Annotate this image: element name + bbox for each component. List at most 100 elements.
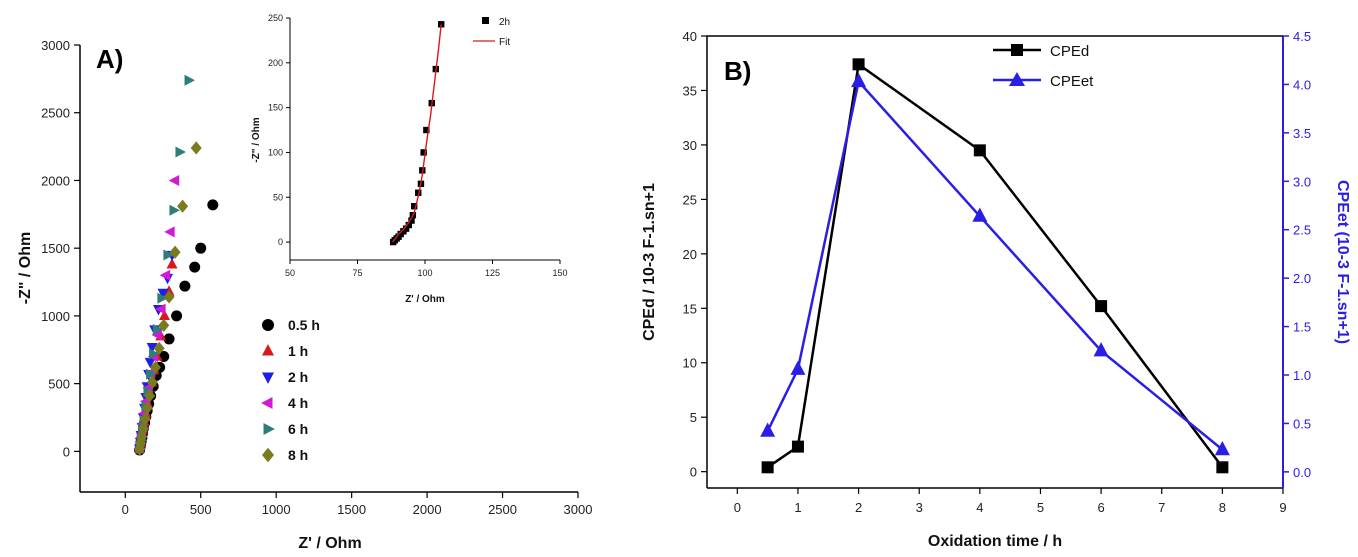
inset-point-6 [402,225,410,232]
panel-b-ytick-right-label-6: 3.0 [1293,174,1311,189]
panel-a-point-0-16 [171,310,183,322]
inset-point-15 [423,126,430,134]
panel-a-point-4-7 [149,348,160,360]
inset-ytick-label-5: 250 [268,13,283,23]
panel-b-xtick-label-1: 1 [794,500,801,515]
panel-b-line-cpeet [766,78,1224,451]
legend-a-marker-0 [262,319,274,331]
panel-a-point-3-9 [151,329,162,341]
panel-b-ytick-right-label-0: 0.0 [1293,465,1311,480]
panel-a-ytick-label-6: 3000 [41,38,70,53]
panel-b-ylabel-right: CPEet (10-3 F-1.sn+1) [1334,180,1351,344]
legend-a-item-3: 4 h [261,395,308,411]
inset-legend-label-2h: 2h [499,17,510,28]
inset-ticks: 50 75 100 125 150 0 50 100 150 200 250 [268,13,568,278]
inset-legend: 2h Fit [473,17,510,48]
legend-a-symbol-5 [262,447,274,463]
panel-a-xtick-label-4: 2000 [413,502,442,517]
legend-a-label-3: 4 h [288,395,308,411]
inset-legend-label-fit: Fit [499,37,510,48]
panel-b-point-cpeet-4 [1093,342,1109,357]
inset-ytick-label-3: 150 [268,103,283,113]
legend-a-item-1: 1 h [262,343,308,359]
panel-b-ticks: 0 1 2 3 4 5 6 7 8 9 0 5 10 15 20 25 30 35 40 0.0 0.5 1.0 1.5 2.… [683,29,1312,515]
panel-a-ytick-label-0: 0 [63,444,70,459]
panel-a-point-2-9 [144,357,156,369]
panel-b-ytick-right-label-7: 3.5 [1293,126,1311,141]
inset-xtick-label-4: 150 [552,268,567,278]
panel-b-ytick-left-label-5: 25 [683,192,697,207]
inset-fit-line [392,24,442,243]
panel-a-point-4-8 [152,323,164,335]
panel-b-ytick-left-label-7: 35 [683,83,697,98]
panel-a-point-5-13 [177,199,189,213]
inset-point-10 [411,203,418,210]
panel-b-ytick-left-label-8: 40 [683,29,697,44]
panel-a-ticks: 0 500 1000 1500 2000 2500 30000500100015002000… [41,38,592,517]
legend-b-marker-cped [1011,44,1023,56]
panel-b-point-cped-5 [1216,461,1229,474]
panel-a-xtick-label-3: 1500 [337,502,366,517]
panel-b-ytick-right-label-2: 1.0 [1293,368,1311,383]
panel-b-ytick-right-label-1: 0.5 [1293,416,1311,431]
panel-a-point-3-10 [155,303,166,315]
panel-a-point-4-11 [169,204,180,216]
panel-b-line-cped [766,62,1224,469]
panel-b-point-cped-2 [852,58,865,71]
panel-a-point-3-12 [164,226,175,238]
inset-ytick-label-4: 200 [268,58,283,68]
legend-a-marker-2 [262,372,274,384]
panel-a: 0 500 1000 1500 2000 2500 30000500100015002000… [17,13,592,552]
panel-b-point-cped-3 [973,144,986,157]
panel-b-point-cpeet-1 [790,360,806,375]
panel-a-ytick-label-1: 500 [48,377,70,392]
panel-b-xtick-label-3: 3 [916,500,923,515]
legend-a-item-0: 0.5 h [262,317,320,333]
panel-b-ytick-right-label-9: 4.5 [1293,29,1311,44]
panel-a-xtick-label-0: 0 [122,502,129,517]
panel-b-point-cped-1 [791,440,804,453]
panel-b-xtick-label-6: 6 [1097,500,1104,515]
panel-b-point-cped-0 [761,461,774,474]
panel-b-series [760,58,1230,474]
legend-a-symbol-1 [262,344,274,356]
legend-b-label-cped: CPEd [1050,43,1089,60]
panel-b-point-cped-4 [1095,300,1108,313]
panel-a-point-5-14 [190,141,202,155]
panel-b-ytick-right-label-8: 4.0 [1293,77,1311,92]
legend-a-item-5: 8 h [262,447,308,463]
panel-a-xtick-label-5: 2500 [488,502,517,517]
panel-a-point-5-4 [139,412,151,426]
inset-xtick-label-1: 75 [352,268,362,278]
panel-a-point-5-0 [134,442,146,456]
panel-b-xtick-label-0: 0 [734,500,741,515]
legend-a-marker-3 [261,397,273,409]
panel-a-point-5-10 [158,318,170,332]
panel-a-ytick-label-2: 1000 [41,309,70,324]
legend-a-item-4: 6 h [263,421,308,437]
panel-a-point-0-17 [179,280,191,292]
inset-ytick-label-1: 50 [273,192,283,202]
panel-a-point-4-6 [146,368,157,380]
panel-b-ytick-right-label-4: 2.0 [1293,271,1311,286]
panel-a-point-4-13 [184,74,195,86]
inset-point-11 [415,189,422,196]
legend-a-symbol-0 [262,319,274,331]
panel-b-xtick-label-7: 7 [1158,500,1165,515]
panel-b-ytick-left-label-4: 20 [683,247,697,262]
panel-b-xtick-label-8: 8 [1219,500,1226,515]
panel-b-ytick-left-label-2: 10 [683,356,697,371]
inset-ytick-label-0: 0 [278,237,283,247]
panel-a-ytick-label-3: 1500 [41,241,70,256]
inset-ylabel: -Z" / Ohm [251,117,262,162]
panel-b-xtick-label-5: 5 [1037,500,1044,515]
panel-a-point-5-5 [141,401,153,415]
panel-a-point-3-13 [168,174,180,186]
panel-b-ytick-left-label-6: 30 [683,138,697,153]
panel-a-ytick-label-5: 2500 [41,106,70,121]
panel-b-legend: CPEd CPEet [993,43,1094,90]
panel-b-xtick-label-2: 2 [855,500,862,515]
legend-a-marker-4 [263,423,275,435]
